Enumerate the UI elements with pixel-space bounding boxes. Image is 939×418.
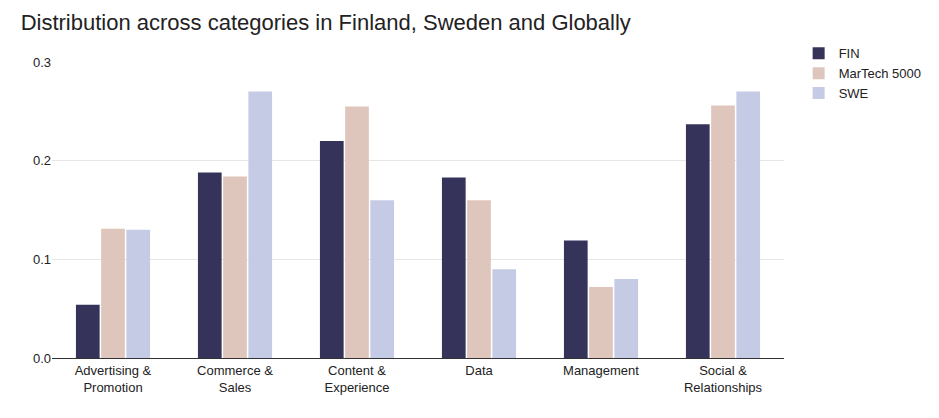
- svg-text:Commerce &Sales: Commerce &Sales: [197, 363, 273, 395]
- svg-text:Data: Data: [465, 363, 493, 378]
- svg-text:0.0: 0.0: [33, 351, 51, 366]
- svg-text:FIN: FIN: [839, 46, 860, 61]
- svg-text:Management: Management: [563, 363, 639, 378]
- svg-text:Social &Relationships: Social &Relationships: [684, 363, 763, 395]
- svg-text:SWE: SWE: [839, 86, 869, 101]
- svg-text:0.3: 0.3: [33, 55, 51, 70]
- svg-text:0.2: 0.2: [33, 153, 51, 168]
- svg-text:MarTech 5000: MarTech 5000: [839, 66, 921, 81]
- svg-text:0.1: 0.1: [33, 252, 51, 267]
- svg-text:Distribution across categories: Distribution across categories in Finlan…: [21, 10, 631, 35]
- svg-text:Content &Experience: Content &Experience: [324, 363, 389, 395]
- svg-text:Advertising &Promotion: Advertising &Promotion: [75, 363, 152, 395]
